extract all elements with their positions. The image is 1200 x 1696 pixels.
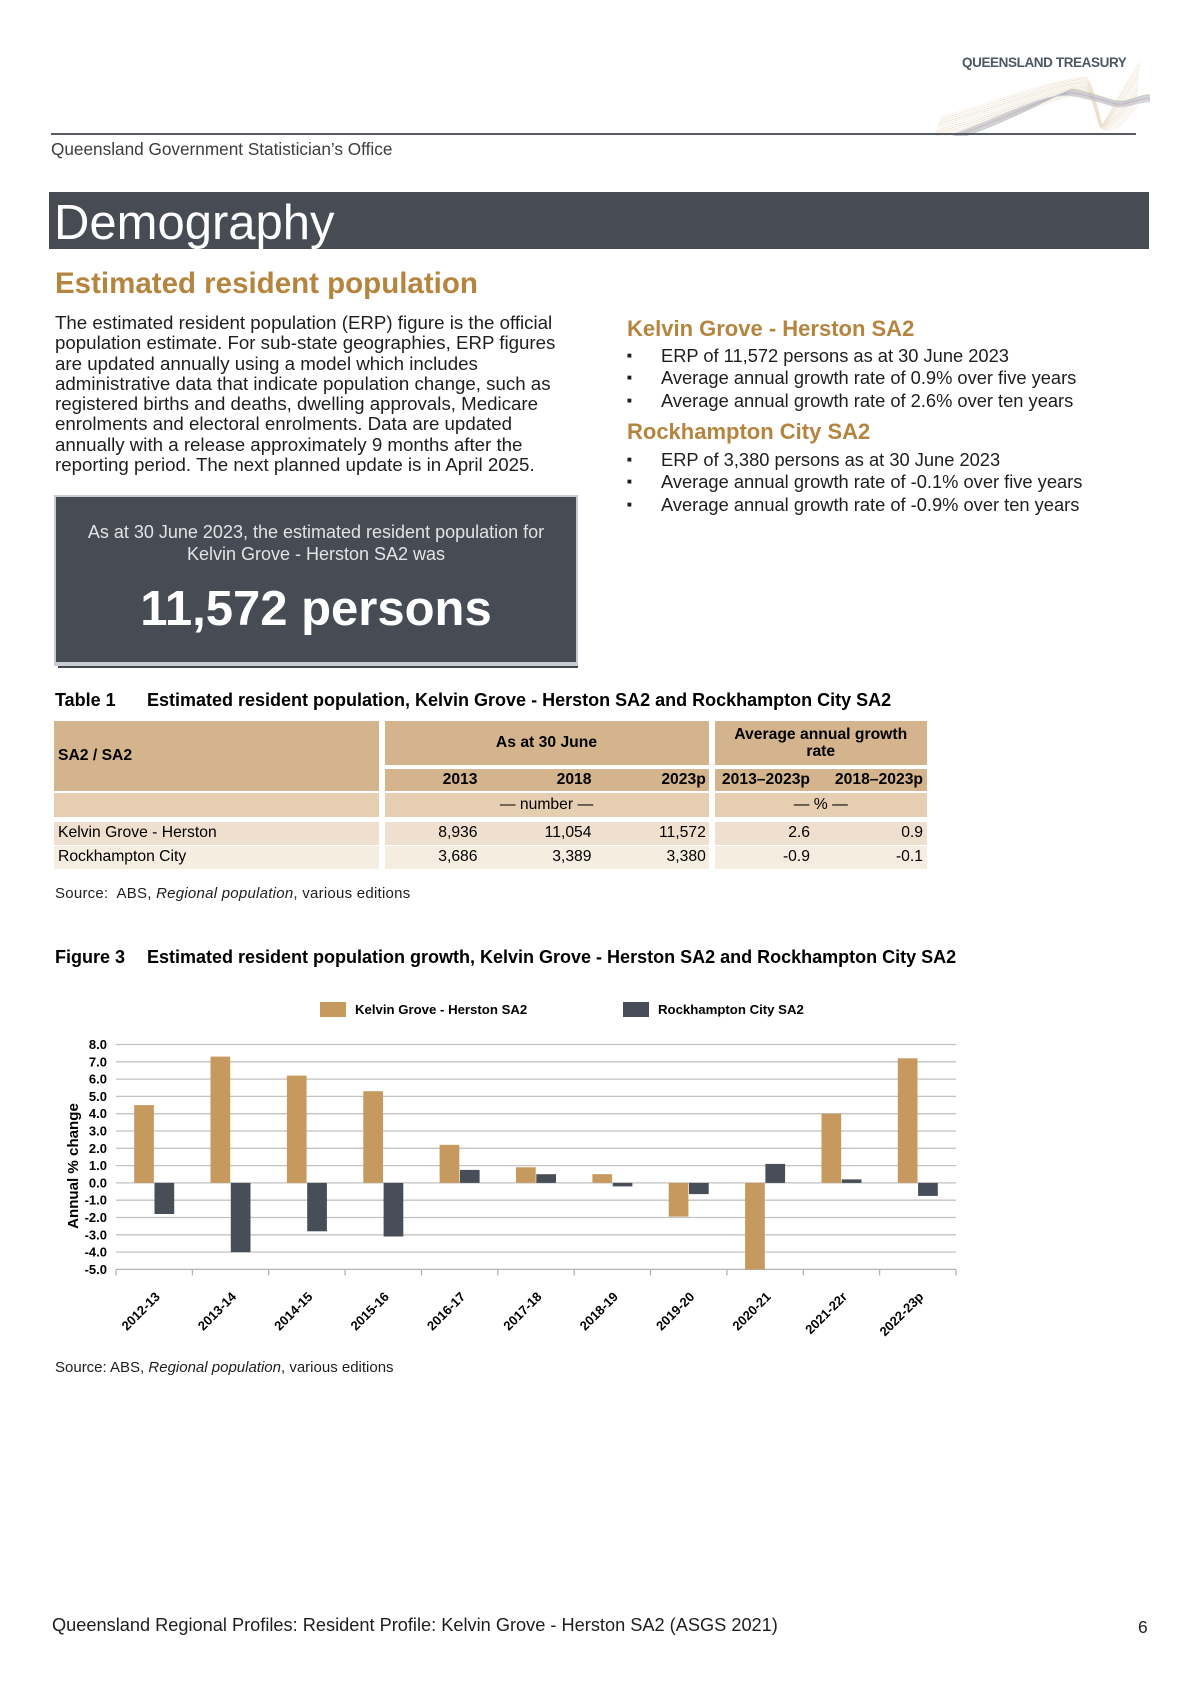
svg-text:2021-22r: 2021-22r [802,1289,850,1337]
svg-text:8.0: 8.0 [89,1037,107,1052]
svg-text:-3.0: -3.0 [85,1227,107,1242]
svg-text:1.0: 1.0 [89,1158,107,1173]
svg-text:7.0: 7.0 [89,1054,107,1069]
svg-text:2016-17: 2016-17 [424,1289,468,1333]
svg-text:-1.0: -1.0 [85,1193,107,1208]
svg-text:2017-18: 2017-18 [500,1289,544,1333]
svg-text:4.0: 4.0 [89,1106,107,1121]
svg-text:2020-21: 2020-21 [729,1289,773,1333]
svg-text:6.0: 6.0 [89,1072,107,1087]
svg-text:-4.0: -4.0 [85,1245,107,1260]
svg-text:-2.0: -2.0 [85,1210,107,1225]
svg-text:2.0: 2.0 [89,1141,107,1156]
svg-text:2019-20: 2019-20 [653,1289,697,1333]
svg-text:2015-16: 2015-16 [348,1289,392,1333]
svg-text:2014-15: 2014-15 [271,1289,315,1333]
svg-text:Annual % change: Annual % change [65,1103,82,1229]
svg-text:2022-23p: 2022-23p [876,1289,926,1339]
svg-text:3.0: 3.0 [89,1124,107,1139]
svg-text:0.0: 0.0 [89,1175,107,1190]
svg-text:2012-13: 2012-13 [118,1289,162,1333]
svg-text:5.0: 5.0 [89,1089,107,1104]
svg-text:2018-19: 2018-19 [577,1289,621,1333]
svg-text:2013-14: 2013-14 [195,1288,240,1333]
svg-text:-5.0: -5.0 [85,1262,107,1277]
